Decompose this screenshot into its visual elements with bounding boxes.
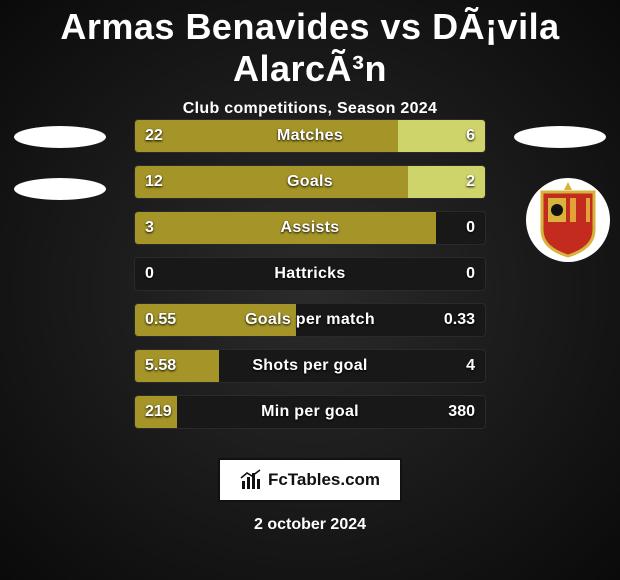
page-title: Armas Benavides vs DÃ¡vila AlarcÃ³n (0, 0, 620, 90)
stat-label: Hattricks (135, 258, 485, 290)
stat-row: 219380Min per goal (135, 396, 485, 428)
placeholder-ellipse (14, 126, 106, 148)
footer-logo: FcTables.com (218, 458, 402, 502)
stat-label: Matches (135, 120, 485, 152)
footer-date: 2 october 2024 (0, 516, 620, 534)
stat-row: 122Goals (135, 166, 485, 198)
placeholder-ellipse (514, 126, 606, 148)
stat-label: Min per goal (135, 396, 485, 428)
shield-icon (536, 182, 600, 258)
stat-row: 5.584Shots per goal (135, 350, 485, 382)
stats-bars: 226Matches 122Goals 30Assists 00Hattricks 0.… (135, 120, 485, 442)
placeholder-ellipse (14, 178, 106, 200)
subtitle: Club competitions, Season 2024 (0, 100, 620, 118)
stat-label: Goals (135, 166, 485, 198)
chart-icon (240, 469, 262, 491)
stat-label: Shots per goal (135, 350, 485, 382)
stat-row: 30Assists (135, 212, 485, 244)
stat-label: Goals per match (135, 304, 485, 336)
footer-brand-text: FcTables.com (268, 470, 380, 490)
stat-row: 226Matches (135, 120, 485, 152)
team-crest-right (526, 178, 610, 262)
stat-row: 0.550.33Goals per match (135, 304, 485, 336)
stat-label: Assists (135, 212, 485, 244)
stat-row: 00Hattricks (135, 258, 485, 290)
